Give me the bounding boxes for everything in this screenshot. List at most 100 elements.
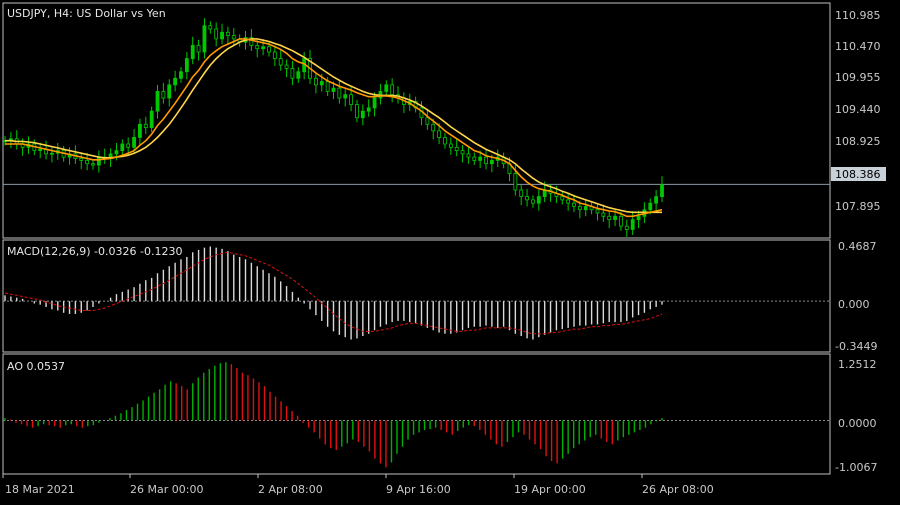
candle-body — [161, 91, 166, 99]
ao-tick-label: -1.0067 — [835, 461, 877, 474]
candle-body — [255, 45, 260, 50]
time-tick-label: 19 Apr 00:00 — [514, 483, 586, 496]
ma-slow-line — [5, 38, 662, 214]
candle-body — [425, 117, 430, 125]
candle-body — [208, 25, 213, 30]
candle-body — [484, 156, 488, 165]
candle-body — [607, 215, 612, 220]
candle-body — [149, 110, 154, 128]
candle-body — [214, 28, 219, 40]
candle-body — [478, 156, 483, 161]
price-tick-label: 108.925 — [835, 135, 881, 148]
candle-body — [448, 143, 453, 148]
ao-tick-label: 0.0000 — [838, 417, 877, 430]
candle-body — [343, 94, 348, 99]
candle-body — [190, 45, 195, 59]
price-tick-label: 107.895 — [835, 200, 881, 213]
macd-tick-label: -0.3449 — [835, 340, 877, 353]
candle-body — [114, 150, 119, 155]
current-price-tag-bg — [831, 167, 886, 181]
candle-body — [595, 209, 600, 214]
candle-body — [126, 143, 131, 148]
candle-body — [155, 91, 160, 112]
candle-body — [184, 58, 189, 73]
macd-pane[interactable] — [3, 246, 830, 340]
ao-pane[interactable] — [3, 362, 830, 468]
candle-body — [143, 123, 148, 128]
price-tick-label: 110.985 — [835, 9, 881, 22]
candle-body — [261, 46, 266, 50]
candle-body — [331, 87, 336, 92]
candle-body — [319, 81, 324, 86]
candle-body — [296, 71, 301, 79]
macd-tick-label: 0.000 — [838, 298, 870, 311]
candle-body — [536, 196, 541, 204]
candle-body — [231, 35, 236, 40]
time-tick-label: 2 Apr 08:00 — [258, 483, 323, 496]
candle-body — [577, 206, 582, 211]
candle-body — [660, 184, 664, 197]
ao-pane-title: AO 0.0537 — [7, 360, 65, 373]
candle-body — [613, 215, 617, 220]
candle-body — [601, 212, 606, 217]
price-tick-label: 109.955 — [835, 71, 881, 84]
ao-pane-frame — [2, 353, 831, 475]
candle-body — [466, 153, 471, 158]
candle-body — [272, 51, 277, 59]
candle-body — [372, 97, 377, 109]
candle-body — [572, 202, 576, 207]
macd-y-axis: 0.4687 0.000 -0.3449 — [835, 240, 877, 353]
macd-pane-frame — [2, 239, 831, 353]
candle-body — [91, 163, 95, 166]
macd-pane-title: MACD(12,26,9) -0.0326 -0.1230 — [7, 245, 182, 258]
price-tick-label: 110.470 — [835, 40, 881, 53]
candle-body — [290, 68, 295, 79]
ao-tick-label: 1.2512 — [838, 358, 877, 371]
candle-body — [648, 202, 653, 211]
candle-body — [173, 77, 178, 86]
price-pane-title: USDJPY, H4: US Dollar vs Yen — [7, 7, 166, 20]
candle-body — [249, 37, 254, 46]
price-pane[interactable] — [3, 18, 830, 237]
candle-body — [50, 152, 54, 155]
candle-body — [525, 196, 529, 201]
price-pane-frame — [2, 2, 831, 239]
candle-body — [513, 173, 518, 191]
time-axis: 18 Mar 2021 26 Mar 00:00 2 Apr 08:00 9 A… — [2, 474, 714, 496]
candle-body — [132, 137, 136, 148]
candle-body — [179, 71, 183, 79]
candle-body — [437, 130, 441, 138]
candle-body — [96, 156, 101, 166]
candle-body — [325, 81, 330, 92]
candle-body — [472, 156, 477, 161]
candle-body — [619, 215, 623, 227]
candle-body — [267, 46, 271, 53]
candle-body — [636, 215, 641, 220]
candle-body — [390, 84, 395, 96]
time-tick-label: 9 Apr 16:00 — [386, 483, 451, 496]
candle-body — [278, 58, 283, 66]
candle-body — [654, 196, 659, 204]
candle-body — [85, 160, 90, 165]
candle-body — [560, 196, 565, 201]
candle-body — [366, 107, 371, 112]
candle-body — [583, 206, 588, 211]
ao-y-axis: 1.2512 0.0000 -1.0067 — [835, 358, 877, 474]
candle-body — [443, 137, 447, 145]
candle-body — [220, 31, 224, 40]
candle-body — [519, 189, 524, 197]
macd-signal-line — [4, 251, 663, 335]
candle-body — [202, 25, 207, 53]
current-price-tag: 108.386 — [831, 167, 886, 181]
candle-body — [384, 84, 389, 92]
candle-body — [349, 94, 353, 105]
time-tick-label: 26 Mar 00:00 — [130, 483, 203, 496]
candle-body — [167, 84, 172, 99]
candle-body — [284, 64, 289, 69]
candle-body — [630, 219, 635, 230]
price-y-axis: 110.985 110.470 109.955 109.440 108.925 … — [835, 9, 881, 213]
candle-body — [138, 123, 142, 138]
candle-body — [454, 146, 459, 151]
